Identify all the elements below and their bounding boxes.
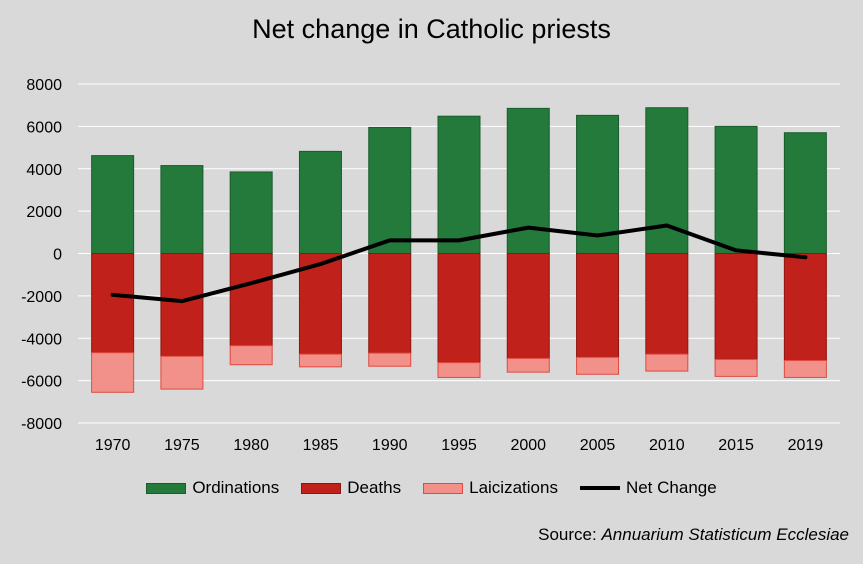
- source-note: Source: Annuarium Statisticum Ecclesiae: [538, 525, 849, 545]
- bar-ordinations: [437, 115, 481, 254]
- bar-deaths: [437, 253, 481, 364]
- y-tick-label: 6000: [26, 119, 62, 136]
- bar-laicizations: [298, 353, 342, 368]
- x-tick-label: 1990: [372, 437, 408, 454]
- x-tick-label: 1995: [441, 437, 477, 454]
- legend-label-deaths: Deaths: [347, 478, 402, 497]
- bar-deaths: [160, 253, 204, 357]
- x-tick-label: 2000: [510, 437, 546, 454]
- bar-deaths: [368, 253, 412, 354]
- bar-ordinations: [229, 171, 273, 255]
- legend-swatch-deaths: [301, 482, 342, 494]
- x-tick-label: 1980: [233, 437, 269, 454]
- legend-item-net-change: Net Change: [579, 478, 717, 498]
- bar-deaths: [576, 253, 620, 358]
- point-net-change: [319, 263, 321, 265]
- point-net-change: [597, 234, 599, 236]
- point-net-change: [527, 227, 529, 229]
- y-tick-label: 0: [53, 247, 62, 264]
- x-tick-label: 2019: [788, 437, 824, 454]
- bar-ordinations: [576, 114, 620, 254]
- point-net-change: [804, 256, 806, 258]
- point-net-change: [735, 249, 737, 251]
- y-tick-label: 8000: [26, 77, 62, 94]
- y-tick-label: -2000: [21, 289, 62, 306]
- x-tick-label: 2005: [580, 437, 616, 454]
- bar-ordinations: [160, 165, 204, 254]
- bar-ordinations: [783, 132, 827, 254]
- source-name: Annuarium Statisticum Ecclesiae: [601, 525, 849, 544]
- y-tick-label: -6000: [21, 374, 62, 391]
- bar-laicizations: [229, 345, 273, 366]
- point-net-change: [181, 300, 183, 302]
- x-tick-label: 2010: [649, 437, 685, 454]
- y-tick-label: -4000: [21, 331, 62, 348]
- legend-label-net-change: Net Change: [625, 478, 717, 497]
- bar-deaths: [91, 253, 135, 354]
- bar-laicizations: [506, 357, 550, 373]
- legend: Ordinations Deaths Laicizations Net Chan…: [0, 478, 863, 498]
- point-net-change: [112, 294, 114, 296]
- bar-deaths: [645, 253, 689, 355]
- legend-item-laicizations: Laicizations: [423, 478, 558, 498]
- bar-laicizations: [645, 353, 689, 372]
- legend-swatch-laicizations: [423, 482, 464, 494]
- x-tick-label: 1970: [95, 437, 131, 454]
- source-prefix: Source:: [538, 525, 602, 544]
- chart-title: Net change in Catholic priests: [252, 14, 611, 44]
- bar-laicizations: [160, 355, 204, 390]
- legend-item-ordinations: Ordinations: [146, 478, 279, 498]
- legend-swatch-ordinations: [146, 482, 187, 494]
- x-tick-label: 1985: [303, 437, 339, 454]
- y-tick-label: 4000: [26, 162, 62, 179]
- y-tick-label: 2000: [26, 204, 62, 221]
- point-net-change: [250, 282, 252, 284]
- bar-laicizations: [437, 362, 481, 378]
- y-tick-label: -8000: [21, 416, 62, 433]
- legend-label-ordinations: Ordinations: [192, 478, 280, 497]
- x-tick-label: 1975: [164, 437, 200, 454]
- bar-ordinations: [714, 125, 758, 254]
- bar-laicizations: [368, 352, 412, 367]
- x-tick-label: 2015: [718, 437, 754, 454]
- bar-laicizations: [783, 359, 827, 378]
- legend-swatch-net-change: [579, 486, 620, 490]
- bar-ordinations: [91, 155, 135, 255]
- bar-deaths: [506, 253, 550, 359]
- bar-ordinations: [298, 150, 342, 254]
- legend-label-laicizations: Laicizations: [469, 478, 558, 497]
- point-net-change: [389, 239, 391, 241]
- bar-ordinations: [368, 126, 412, 254]
- legend-item-deaths: Deaths: [301, 478, 401, 498]
- bar-laicizations: [714, 358, 758, 377]
- point-net-change: [666, 225, 668, 227]
- bar-deaths: [714, 253, 758, 360]
- bar-deaths: [229, 253, 273, 347]
- bar-laicizations: [91, 352, 135, 393]
- bar-deaths: [783, 253, 827, 361]
- point-net-change: [458, 239, 460, 241]
- bar-laicizations: [576, 356, 620, 375]
